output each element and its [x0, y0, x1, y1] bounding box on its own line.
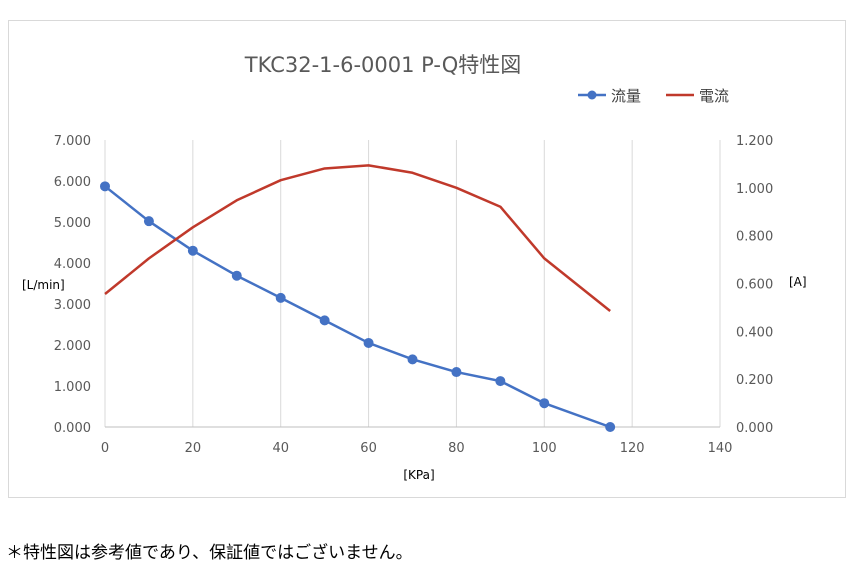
data-point: [495, 376, 506, 387]
data-point: [539, 398, 550, 409]
series-line-電流: [104, 164, 611, 312]
data-point: [407, 354, 418, 365]
data-point: [363, 337, 374, 348]
x-tick-label: 100: [532, 441, 557, 456]
y-right-axis-label: [A]: [789, 275, 807, 289]
x-tick-label: 120: [620, 441, 645, 456]
footnote: ＊特性図は参考値であり、保証値ではございません。: [6, 543, 413, 563]
y-left-tick-label: 7.000: [54, 134, 91, 149]
series-line-流量: [104, 185, 611, 429]
y-right-tick-label: 0.600: [736, 278, 773, 293]
data-point: [451, 367, 462, 378]
y-right-tick-label: 0.200: [736, 373, 773, 388]
legend-label: 流量: [611, 87, 641, 105]
y-left-tick-label: 4.000: [54, 257, 91, 272]
y-right-tick-label: 0.800: [736, 230, 773, 245]
chart-title: TKC32-1-6-0001 P-Q特性図: [244, 53, 522, 77]
data-point: [187, 245, 198, 256]
y-left-tick-label: 6.000: [54, 175, 91, 190]
x-tick-label: 60: [360, 441, 377, 456]
data-point: [319, 315, 330, 326]
y-left-tick-label: 0.000: [54, 421, 91, 436]
x-tick-label: 20: [185, 441, 202, 456]
y-left-tick-label: 1.000: [54, 380, 91, 395]
data-point: [231, 270, 242, 281]
y-right-tick-label: 1.000: [736, 182, 773, 197]
y-left-tick-label: 2.000: [54, 339, 91, 354]
x-tick-label: 40: [272, 441, 289, 456]
x-tick-label: 140: [708, 441, 733, 456]
y-right-tick-label: 0.000: [736, 421, 773, 436]
legend-swatch-marker: [587, 90, 597, 100]
y-right-tick-label: 1.200: [736, 134, 773, 149]
legend-label: 電流: [699, 87, 729, 105]
data-point: [100, 181, 110, 192]
y-left-axis-label: [L/min]: [22, 278, 65, 292]
y-left-tick-label: 5.000: [54, 216, 91, 231]
data-point: [275, 292, 286, 303]
data-point: [143, 216, 154, 227]
x-tick-label: 80: [448, 441, 465, 456]
x-axis-label: [KPa]: [403, 468, 434, 482]
x-tick-label: 0: [101, 441, 109, 456]
data-point: [605, 422, 616, 432]
y-left-tick-label: 3.000: [54, 298, 91, 313]
y-right-tick-label: 0.400: [736, 325, 773, 340]
